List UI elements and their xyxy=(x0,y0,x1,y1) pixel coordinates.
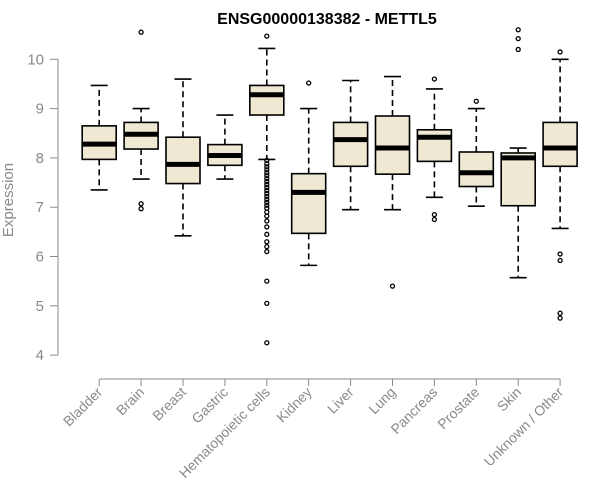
box-iqr xyxy=(458,151,495,188)
box-liver xyxy=(332,79,369,211)
y-tick-label: 5 xyxy=(36,298,44,315)
box-skin xyxy=(500,27,537,279)
box-brain xyxy=(123,29,159,212)
outlier-point xyxy=(264,161,270,167)
x-tick-label: Brain xyxy=(113,384,147,418)
box-kidney xyxy=(290,80,327,267)
outlier-point xyxy=(473,98,479,104)
x-tick-label: Bladder xyxy=(60,384,106,430)
y-tick-label: 9 xyxy=(36,101,44,118)
x-tick-label: Breast xyxy=(149,384,189,424)
outlier-point xyxy=(264,175,270,182)
box-breast xyxy=(165,78,201,237)
x-tick-label: Lung xyxy=(365,384,398,417)
y-axis-label: Expression xyxy=(0,163,17,237)
outlier-point xyxy=(264,184,270,191)
outlier-point xyxy=(431,76,438,82)
outlier-point xyxy=(138,206,144,212)
box-prostate xyxy=(458,98,495,208)
x-tick-label: Liver xyxy=(324,384,357,417)
outlier-point xyxy=(515,35,521,42)
outlier-point xyxy=(264,340,270,346)
outlier-point xyxy=(264,170,270,176)
outlier-point xyxy=(264,218,270,224)
outlier-point xyxy=(557,49,563,55)
outlier-point xyxy=(557,257,563,264)
outlier-point xyxy=(264,202,270,208)
box-iqr xyxy=(332,121,369,168)
box-unknown-other xyxy=(542,49,578,321)
x-tick-label: Kidney xyxy=(273,384,315,426)
outlier-point xyxy=(264,193,270,200)
x-tick-label: Skin xyxy=(494,384,525,415)
box-hematopoietic-cells xyxy=(249,33,285,346)
x-tick-label: Unknown / Other xyxy=(481,384,567,470)
outlier-point xyxy=(264,164,270,170)
x-tick-label: Prostate xyxy=(434,384,482,432)
y-tick-label: 10 xyxy=(27,51,44,68)
y-tick-label: 8 xyxy=(36,150,44,167)
outlier-point xyxy=(264,243,270,250)
outlier-point xyxy=(389,283,396,289)
outlier-point xyxy=(264,33,270,39)
outlier-point xyxy=(138,29,144,35)
outlier-point xyxy=(264,224,270,230)
box-iqr xyxy=(542,121,578,168)
outlier-point xyxy=(431,216,438,223)
box-iqr xyxy=(374,115,411,175)
box-gastric xyxy=(207,114,243,180)
outlier-point xyxy=(264,178,270,185)
outlier-point xyxy=(264,187,270,194)
box-series xyxy=(81,27,578,346)
box-lung xyxy=(374,75,411,289)
outlier-point xyxy=(557,315,563,321)
outlier-point xyxy=(306,80,312,86)
outlier-point xyxy=(264,300,270,306)
outlier-point xyxy=(557,251,563,257)
box-iqr xyxy=(249,84,285,116)
outlier-point xyxy=(264,196,270,202)
outlier-point xyxy=(431,211,438,218)
outlier-point xyxy=(264,231,270,237)
outlier-point xyxy=(264,199,270,205)
outlier-point xyxy=(515,27,521,33)
box-bladder xyxy=(81,84,117,191)
box-iqr xyxy=(500,152,537,207)
box-iqr xyxy=(290,172,327,235)
outlier-point xyxy=(515,46,521,53)
box-iqr xyxy=(416,129,453,163)
outlier-point xyxy=(264,173,270,179)
y-axis: 4 5 6 7 8 9 10 xyxy=(27,51,59,364)
outlier-point xyxy=(264,167,270,173)
box-pancreas xyxy=(416,76,453,223)
y-tick-label: 7 xyxy=(36,199,44,216)
outlier-point xyxy=(264,278,270,284)
chart-title: ENSG00000138382 - METTL5 xyxy=(217,11,437,28)
outlier-point xyxy=(264,239,270,245)
outlier-point xyxy=(264,181,270,188)
y-tick-label: 4 xyxy=(36,347,44,364)
outlier-point xyxy=(557,310,563,316)
box-iqr xyxy=(165,136,201,185)
outlier-point xyxy=(138,201,144,207)
outlier-point xyxy=(264,248,270,255)
y-tick-label: 6 xyxy=(36,249,44,266)
x-tick-label: Pancreas xyxy=(387,384,440,437)
outlier-point xyxy=(264,213,270,219)
outlier-point xyxy=(264,190,270,197)
